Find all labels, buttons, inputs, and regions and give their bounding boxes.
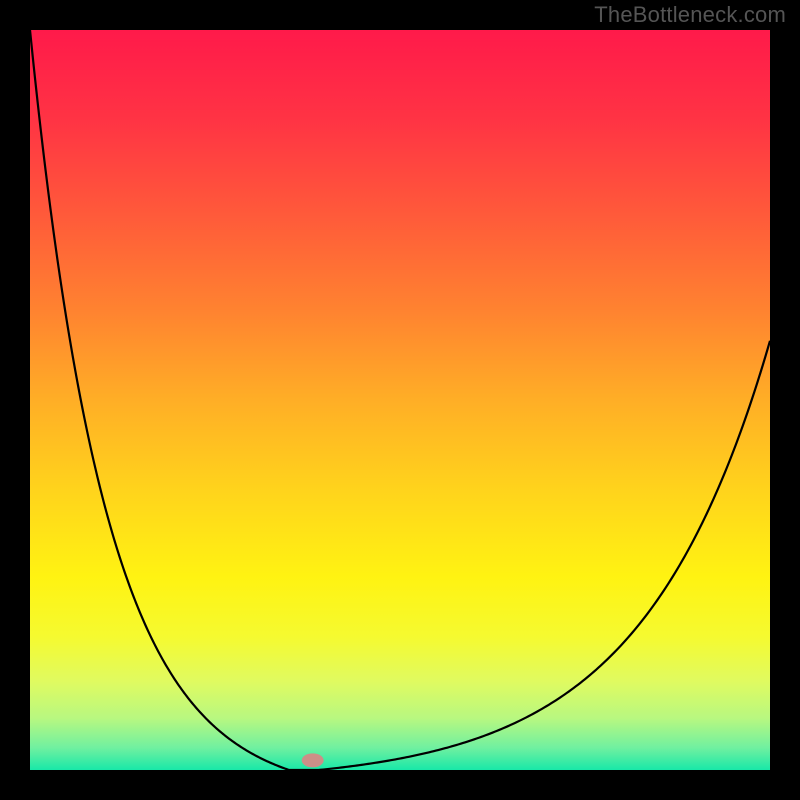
chart-svg [0, 0, 800, 800]
optimum-marker [302, 753, 324, 767]
watermark-text: TheBottleneck.com [594, 2, 786, 28]
chart-frame: TheBottleneck.com [0, 0, 800, 800]
plot-background [30, 30, 770, 770]
